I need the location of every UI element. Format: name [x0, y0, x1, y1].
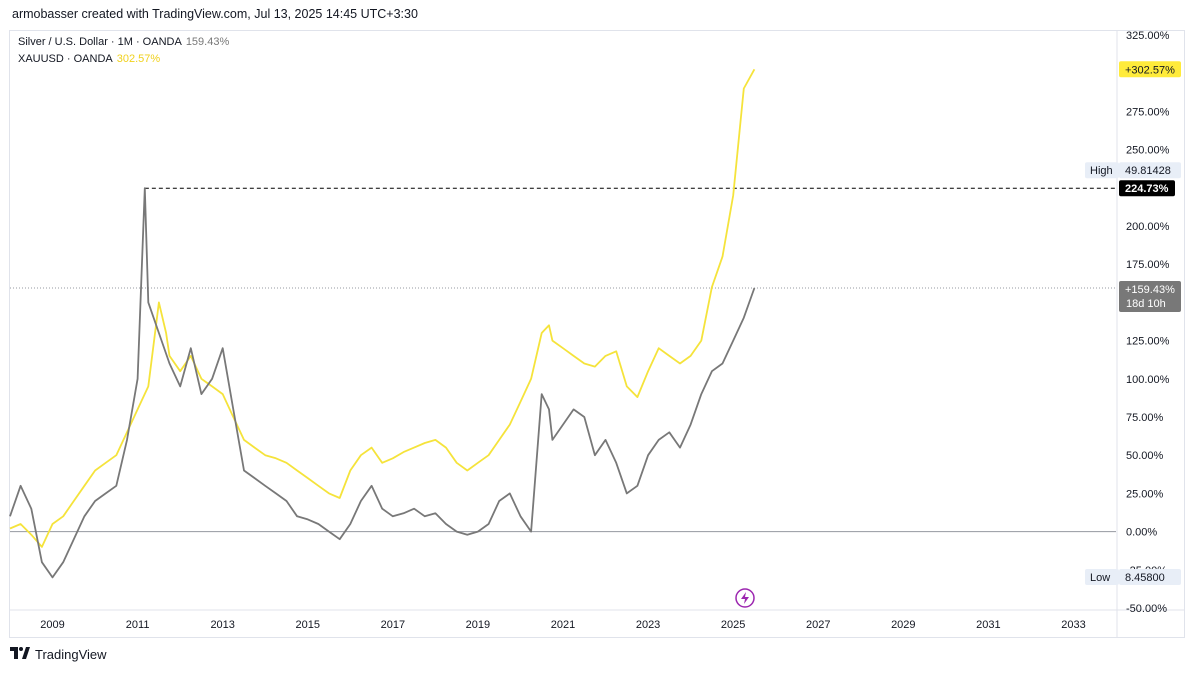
- x-tick-label: 2019: [466, 619, 490, 631]
- y-tick-label: 250.00%: [1126, 145, 1170, 157]
- x-tick-label: 2021: [551, 619, 575, 631]
- legend-silver-label: Silver / U.S. Dollar · 1M · OANDA: [18, 36, 182, 48]
- legend-gold-pct: 302.57%: [116, 53, 161, 65]
- low-label-box: [1085, 569, 1119, 585]
- x-axis-ticks: 2009 2011 2013 2015 2017 2019 2021 2023 2025 2027…: [40, 619, 1085, 631]
- y-tick-label: 75.00%: [1126, 412, 1164, 424]
- low-value-text: 8.45800: [1125, 572, 1165, 584]
- legend-silver[interactable]: Silver / U.S. Dollar · 1M · OANDA 159.43%: [18, 36, 229, 48]
- y-tick-label: 25.00%: [1126, 488, 1164, 500]
- y-tick-label: 0.00%: [1126, 527, 1157, 539]
- silver-last-badge-text: +159.43%: [1125, 284, 1175, 296]
- legend-silver-pct: 159.43%: [185, 36, 230, 48]
- x-tick-label: 2015: [296, 619, 320, 631]
- y-tick-label: 125.00%: [1126, 336, 1170, 348]
- x-tick-label: 2011: [126, 619, 150, 631]
- low-label-text: Low: [1090, 572, 1110, 584]
- reference-lines: [10, 187, 1116, 289]
- series-lines: [9, 68, 756, 579]
- y-tick-label: 275.00%: [1126, 106, 1170, 118]
- x-tick-label: 2033: [1061, 619, 1085, 631]
- y-tick-label: 175.00%: [1126, 259, 1170, 271]
- y-tick-label: -50.00%: [1126, 603, 1167, 615]
- silver-series-line: [9, 187, 756, 579]
- silver-last-badge: [1119, 280, 1181, 312]
- high-value-text: 49.81428: [1125, 165, 1171, 177]
- x-tick-label: 2017: [381, 619, 405, 631]
- price-badges: +302.57% High 49.81428 224.73% +159.43% 18d 1…: [1085, 61, 1181, 585]
- y-tick-label: 200.00%: [1126, 221, 1170, 233]
- tradingview-logo-icon: [10, 647, 30, 662]
- footer-brand-label: TradingView: [35, 647, 107, 662]
- high-pct-badge-text: 224.73%: [1125, 183, 1169, 195]
- x-tick-label: 2027: [806, 619, 830, 631]
- legend-gold-label: XAUUSD · OANDA: [18, 53, 113, 65]
- low-value-box: [1119, 569, 1181, 585]
- x-tick-label: 2009: [40, 619, 64, 631]
- x-tick-label: 2013: [210, 619, 234, 631]
- high-value-box: [1119, 162, 1181, 179]
- y-axis-ticks: 325.00% 275.00% 250.00% 200.00% 175.00% 125.0…: [1126, 30, 1170, 615]
- high-label-text: High: [1090, 165, 1113, 177]
- chart-header: armobasser created with TradingView.com,…: [12, 7, 418, 21]
- y-tick-label: 50.00%: [1126, 450, 1164, 462]
- x-tick-label: 2031: [976, 619, 1000, 631]
- footer-brand[interactable]: TradingView: [10, 647, 107, 662]
- y-tick-label: 325.00%: [1126, 30, 1170, 42]
- gold-last-badge: [1119, 61, 1181, 78]
- silver-countdown-text: 18d 10h: [1126, 298, 1166, 310]
- high-pct-badge: [1119, 180, 1175, 197]
- x-tick-label: 2025: [721, 619, 745, 631]
- chart-frame: [9, 30, 1185, 638]
- gold-last-badge-text: +302.57%: [1125, 64, 1175, 76]
- x-tick-label: 2029: [891, 619, 915, 631]
- lightning-icon[interactable]: [735, 588, 755, 608]
- y-tick-label: 100.00%: [1126, 374, 1170, 386]
- high-label-box: [1085, 162, 1119, 179]
- legend-gold[interactable]: XAUUSD · OANDA 302.57%: [18, 53, 160, 65]
- gold-series-line: [9, 68, 756, 548]
- x-tick-label: 2023: [636, 619, 660, 631]
